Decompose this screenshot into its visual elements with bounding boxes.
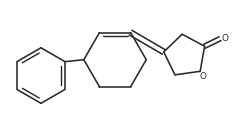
Text: O: O — [199, 72, 206, 81]
Text: O: O — [221, 34, 228, 43]
